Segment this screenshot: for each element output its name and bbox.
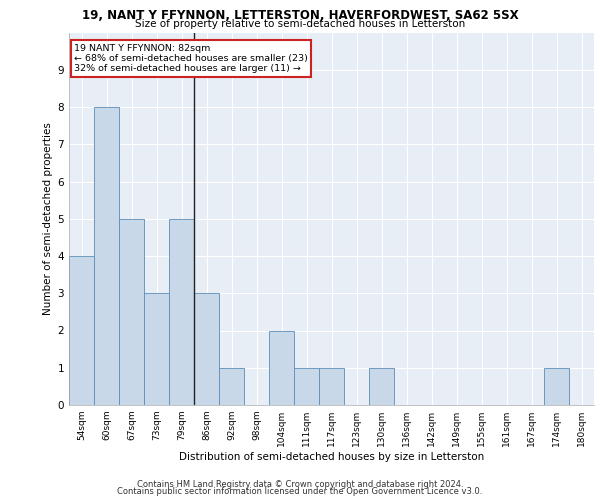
Y-axis label: Number of semi-detached properties: Number of semi-detached properties [43, 122, 53, 315]
Text: 19 NANT Y FFYNNON: 82sqm
← 68% of semi-detached houses are smaller (23)
32% of s: 19 NANT Y FFYNNON: 82sqm ← 68% of semi-d… [74, 44, 308, 74]
Bar [219, 368, 244, 405]
Bar [144, 293, 169, 405]
Bar [269, 330, 294, 405]
Text: Contains HM Land Registry data © Crown copyright and database right 2024.: Contains HM Land Registry data © Crown c… [137, 480, 463, 489]
Bar [94, 107, 119, 405]
Text: 19, NANT Y FFYNNON, LETTERSTON, HAVERFORDWEST, SA62 5SX: 19, NANT Y FFYNNON, LETTERSTON, HAVERFOR… [82, 9, 518, 22]
Bar [369, 368, 394, 405]
Text: Size of property relative to semi-detached houses in Letterston: Size of property relative to semi-detach… [135, 19, 465, 29]
Bar [119, 219, 144, 405]
Bar [319, 368, 344, 405]
X-axis label: Distribution of semi-detached houses by size in Letterston: Distribution of semi-detached houses by … [179, 452, 484, 462]
Text: Contains public sector information licensed under the Open Government Licence v3: Contains public sector information licen… [118, 488, 482, 496]
Bar [544, 368, 569, 405]
Bar [169, 219, 194, 405]
Bar [194, 293, 219, 405]
Bar [69, 256, 94, 405]
Bar [294, 368, 319, 405]
